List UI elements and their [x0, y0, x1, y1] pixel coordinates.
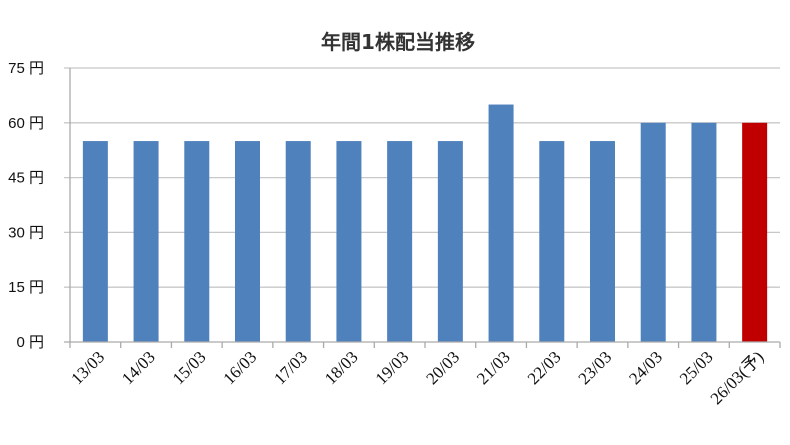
x-tick-label: 23/03 — [575, 347, 616, 388]
chart-title: 年間1株配当推移 — [321, 30, 475, 54]
x-axis-ticks: 13/03 14/03 15/03 16/03 17/03 18/03 19/03 20/03… — [67, 347, 767, 408]
bar — [691, 122, 717, 342]
y-tick-label: 75 円 — [8, 60, 44, 77]
x-tick-label: 19/03 — [372, 347, 413, 388]
bar — [539, 141, 565, 342]
bar — [82, 141, 108, 342]
bar — [488, 104, 514, 343]
x-tick-label: 25/03 — [676, 347, 717, 388]
gridlines — [64, 67, 780, 288]
y-axis-ticks: 0 円 15 円 30 円 45 円 60 円 75 円 — [8, 60, 44, 351]
bars — [82, 104, 768, 343]
x-tick-label: 21/03 — [473, 347, 514, 388]
bar — [640, 122, 666, 342]
x-tick-label: 26/03(予) — [707, 347, 768, 408]
x-tick-label: 22/03 — [524, 347, 565, 388]
bar — [285, 141, 311, 342]
bar — [235, 141, 260, 342]
bar — [387, 141, 413, 342]
x-tick-label: 20/03 — [422, 347, 463, 388]
bar — [184, 141, 210, 342]
x-tick-label: 16/03 — [220, 347, 261, 388]
x-tick-label: 14/03 — [118, 347, 159, 388]
y-tick-label: 45 円 — [8, 170, 44, 187]
bar — [133, 141, 159, 342]
x-tick-label: 18/03 — [321, 347, 362, 388]
x-tick-label: 13/03 — [67, 347, 108, 388]
y-tick-label: 30 円 — [8, 224, 44, 241]
bar — [590, 141, 615, 342]
bar-forecast — [742, 122, 768, 342]
y-tick-label: 15 円 — [8, 279, 44, 296]
x-tick-label: 24/03 — [625, 347, 666, 388]
y-tick-label: 60 円 — [8, 115, 44, 132]
x-tick-label: 15/03 — [169, 347, 210, 388]
y-tick-label: 0 円 — [16, 334, 44, 351]
bar — [336, 141, 362, 342]
axes — [64, 68, 781, 348]
bar — [437, 141, 463, 342]
x-tick-label: 17/03 — [270, 347, 311, 388]
